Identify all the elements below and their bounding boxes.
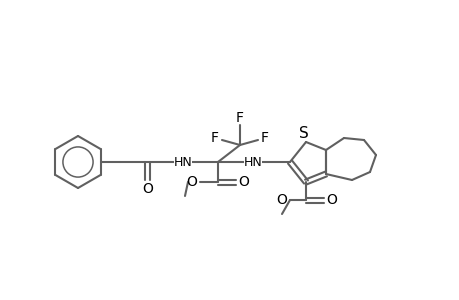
FancyBboxPatch shape xyxy=(174,156,191,168)
Text: F: F xyxy=(235,111,243,125)
Text: O: O xyxy=(276,193,287,207)
Text: O: O xyxy=(186,175,197,189)
Text: O: O xyxy=(142,182,153,196)
Text: HN: HN xyxy=(243,155,262,169)
Text: O: O xyxy=(238,175,249,189)
Text: F: F xyxy=(260,131,269,145)
Text: F: F xyxy=(211,131,218,145)
Text: O: O xyxy=(326,193,337,207)
Text: S: S xyxy=(298,125,308,140)
FancyBboxPatch shape xyxy=(243,156,262,168)
Text: HN: HN xyxy=(173,155,192,169)
